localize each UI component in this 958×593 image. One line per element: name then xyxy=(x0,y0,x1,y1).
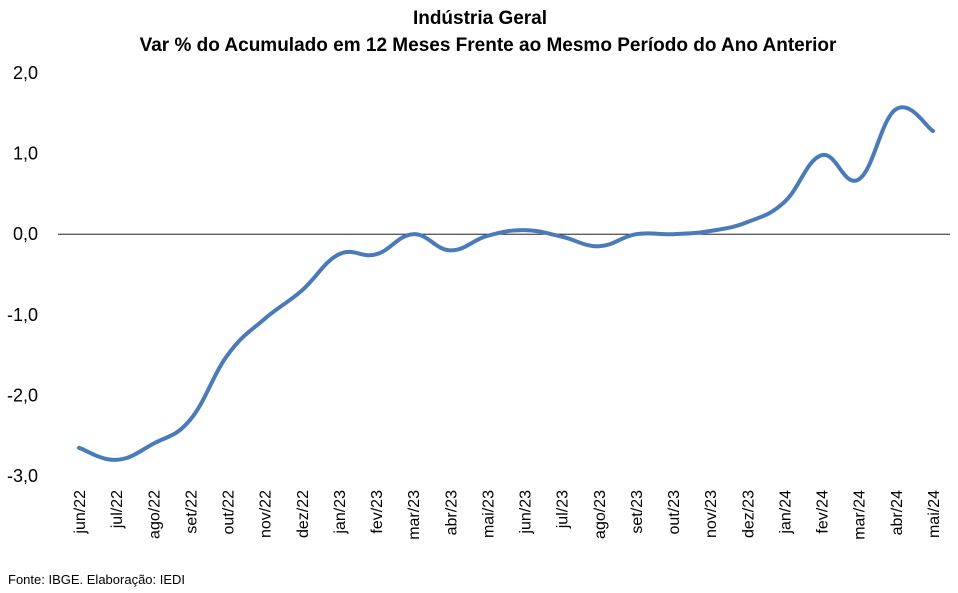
y-tick-label: 1,0 xyxy=(13,144,38,164)
data-point xyxy=(337,252,341,256)
x-tick-label: out/23 xyxy=(666,490,683,535)
data-point xyxy=(560,235,564,239)
data-point xyxy=(523,228,527,232)
x-tick-label: jun/23 xyxy=(518,490,535,535)
x-tick-label: jan/24 xyxy=(777,490,794,535)
x-tick-label: mar/24 xyxy=(852,490,869,540)
y-axis-ticks: 2,0 1,0 0,0 -1,0 -2,0 -3,0 xyxy=(7,63,38,486)
y-tick-label: 2,0 xyxy=(13,63,38,83)
data-point xyxy=(820,153,824,157)
x-tick-label: ago/22 xyxy=(146,490,163,539)
data-point xyxy=(411,232,415,236)
data-point xyxy=(114,458,118,462)
series-line xyxy=(77,105,935,462)
data-point xyxy=(448,248,452,252)
x-tick-label: mai/24 xyxy=(926,490,943,538)
data-point xyxy=(226,353,230,357)
x-tick-label: fev/24 xyxy=(815,490,832,534)
y-tick-label: -1,0 xyxy=(7,305,38,325)
x-tick-label: dez/22 xyxy=(295,490,312,538)
data-point xyxy=(634,232,638,236)
data-point xyxy=(708,229,712,233)
data-point xyxy=(857,177,861,181)
y-tick-label: -3,0 xyxy=(7,466,38,486)
data-point xyxy=(597,244,601,248)
data-point xyxy=(300,289,304,293)
x-tick-label: jun/22 xyxy=(72,490,89,535)
x-tick-label: nov/23 xyxy=(703,490,720,538)
chart-title: Indústria Geral xyxy=(413,8,547,29)
data-point xyxy=(151,442,155,446)
data-point xyxy=(782,200,786,204)
x-tick-label: jan/23 xyxy=(332,490,349,535)
chart-subtitle: Var % do Acumulado em 12 Meses Frente ao… xyxy=(140,35,837,56)
y-tick-label: 0,0 xyxy=(13,224,38,244)
data-point xyxy=(188,418,192,422)
data-point xyxy=(745,220,749,224)
data-point xyxy=(671,232,675,236)
x-tick-label: mai/23 xyxy=(480,490,497,538)
x-tick-label: fev/23 xyxy=(369,490,386,534)
x-tick-label: abr/24 xyxy=(889,490,906,535)
data-point xyxy=(485,234,489,238)
x-tick-label: abr/23 xyxy=(443,490,460,535)
x-tick-label: set/22 xyxy=(183,490,200,534)
data-point xyxy=(374,252,378,256)
source-note: Fonte: IBGE. Elaboração: IEDI xyxy=(8,572,186,587)
x-tick-label: mar/23 xyxy=(406,490,423,540)
x-tick-label: nov/22 xyxy=(258,490,275,538)
x-tick-label: dez/23 xyxy=(740,490,757,538)
data-point xyxy=(77,446,81,450)
data-point xyxy=(931,129,935,133)
x-axis-ticks: jun/22 jul/22 ago/22 set/22 out/22 nov/22 dez/… xyxy=(72,490,943,540)
x-tick-label: set/23 xyxy=(629,490,646,534)
data-point xyxy=(894,107,898,111)
y-tick-label: -2,0 xyxy=(7,385,38,405)
x-tick-label: ago/23 xyxy=(592,490,609,539)
x-tick-label: jul/23 xyxy=(555,490,572,529)
series-group xyxy=(77,105,935,462)
data-point xyxy=(263,317,267,321)
x-tick-label: jul/22 xyxy=(109,490,126,529)
x-tick-label: out/22 xyxy=(221,490,238,535)
